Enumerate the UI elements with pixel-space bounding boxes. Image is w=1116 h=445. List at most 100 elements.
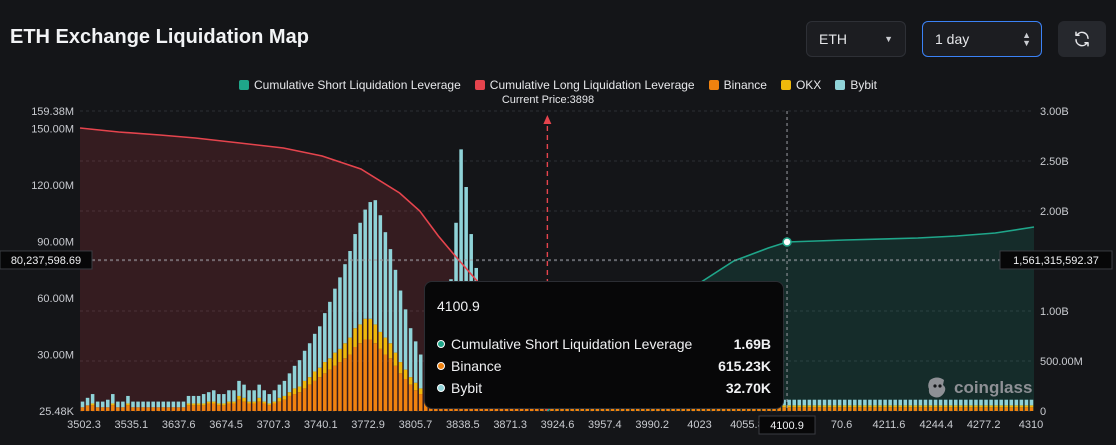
coin-select[interactable]: ETH ▼ <box>806 21 906 57</box>
bar-okx <box>398 362 403 374</box>
bar-bybit <box>312 333 317 372</box>
tooltip-row: Bybit 32.70K <box>437 377 771 399</box>
bar-okx <box>1019 405 1024 408</box>
bar-bybit <box>923 399 928 406</box>
bar-binance <box>393 365 398 411</box>
x-tick-label: 3924.6 <box>541 419 575 431</box>
bar-binance <box>832 407 837 411</box>
bar-bybit <box>812 399 817 406</box>
legend-item-okx[interactable]: OKX <box>780 77 821 93</box>
bar-binance <box>186 405 191 411</box>
legend-item-binance[interactable]: Binance <box>708 77 767 93</box>
time-range-select[interactable]: 1 day ▲ ▼ <box>922 21 1042 57</box>
bar-binance <box>938 407 943 411</box>
bar-okx <box>227 401 231 404</box>
y-right-tick-label: 500.00M <box>1040 356 1083 368</box>
bar-okx <box>267 403 272 406</box>
bar-okx <box>126 403 130 406</box>
bar-binance <box>822 407 827 411</box>
refresh-button[interactable] <box>1058 21 1106 57</box>
bar-binance <box>979 407 983 411</box>
bar-binance <box>595 407 600 411</box>
bar-okx <box>206 401 211 404</box>
x-tick-label: 3838.5 <box>446 419 480 431</box>
bar-bybit <box>1004 399 1008 406</box>
bar-binance <box>908 407 913 411</box>
bar-binance <box>126 405 130 411</box>
bar-binance <box>918 407 923 411</box>
bar-binance <box>121 407 125 411</box>
bar-binance <box>227 403 231 411</box>
bar-okx <box>242 397 246 402</box>
y-right-tick-label: 1.00B <box>1040 306 1069 318</box>
bar-binance <box>721 407 726 411</box>
bar-binance <box>646 407 650 411</box>
bar-okx <box>252 401 256 404</box>
bar-binance <box>903 407 908 411</box>
legend-swatch <box>474 80 485 90</box>
y-left-tick-label: 150.00M <box>31 124 74 136</box>
bar-bybit <box>191 395 196 404</box>
bar-bybit <box>802 399 807 406</box>
bar-binance <box>181 407 186 411</box>
x-tick-label: 70.6 <box>831 419 852 431</box>
bar-bybit <box>943 399 948 406</box>
bar-binance <box>90 405 95 411</box>
bar-binance <box>297 392 302 411</box>
bar-binance <box>928 407 933 411</box>
bar-binance <box>318 377 322 411</box>
bar-binance <box>873 407 877 411</box>
bar-binance <box>343 358 347 411</box>
bar-binance <box>378 348 383 411</box>
tooltip-label: Cumulative Short Liquidation Leverage <box>451 336 693 352</box>
bar-bybit <box>161 401 166 408</box>
bar-okx <box>903 405 908 408</box>
bar-binance <box>141 407 145 411</box>
legend-item-long[interactable]: Cumulative Long Liquidation Leverage <box>474 77 695 93</box>
y-left-tick-label: 90.00M <box>37 237 74 249</box>
refresh-icon <box>1075 31 1089 47</box>
bar-okx <box>90 403 95 406</box>
bar-binance <box>807 407 812 411</box>
bar-bybit <box>307 343 312 378</box>
bar-okx <box>832 405 837 408</box>
bar-bybit <box>85 397 90 406</box>
bar-okx <box>878 405 882 408</box>
bar-okx <box>964 405 968 408</box>
bar-binance <box>853 407 857 411</box>
bar-bybit <box>297 360 302 387</box>
bar-binance <box>292 394 297 411</box>
bar-okx <box>853 405 857 408</box>
bar-binance <box>913 407 918 411</box>
legend-item-short[interactable]: Cumulative Short Liquidation Leverage <box>238 77 461 93</box>
bar-binance <box>1024 407 1029 411</box>
crosshair-y-left-box <box>0 250 93 270</box>
page-title: ETH Exchange Liquidation Map <box>10 26 309 48</box>
bar-bybit <box>903 399 908 406</box>
y-right-tick-label: 0 <box>1040 406 1046 418</box>
bar-okx <box>787 405 791 408</box>
bar-binance <box>842 407 847 411</box>
bar-bybit <box>878 399 882 406</box>
bar-bybit <box>272 390 277 402</box>
bar-binance <box>373 343 378 411</box>
bar-okx <box>237 395 241 400</box>
bar-bybit <box>1014 399 1019 406</box>
bar-okx <box>348 337 352 355</box>
bar-bybit <box>247 390 251 402</box>
bar-bybit <box>126 395 130 404</box>
bar-binance <box>661 407 665 411</box>
bar-okx <box>994 405 998 408</box>
bar-okx <box>822 405 827 408</box>
bar-okx <box>277 397 282 402</box>
bar-binance <box>666 407 670 411</box>
bar-binance <box>948 407 953 411</box>
bar-okx <box>812 405 817 408</box>
x-tick-label: 3990.2 <box>635 419 669 431</box>
legend-item-bybit[interactable]: Bybit <box>835 77 877 93</box>
crosshair-x-label: 4100.9 <box>770 420 804 432</box>
bar-okx <box>358 324 362 344</box>
watermark-text: coinglass <box>954 378 1033 397</box>
bar-bybit <box>883 399 887 406</box>
current-price-label: Current Price:3898 <box>501 94 595 106</box>
